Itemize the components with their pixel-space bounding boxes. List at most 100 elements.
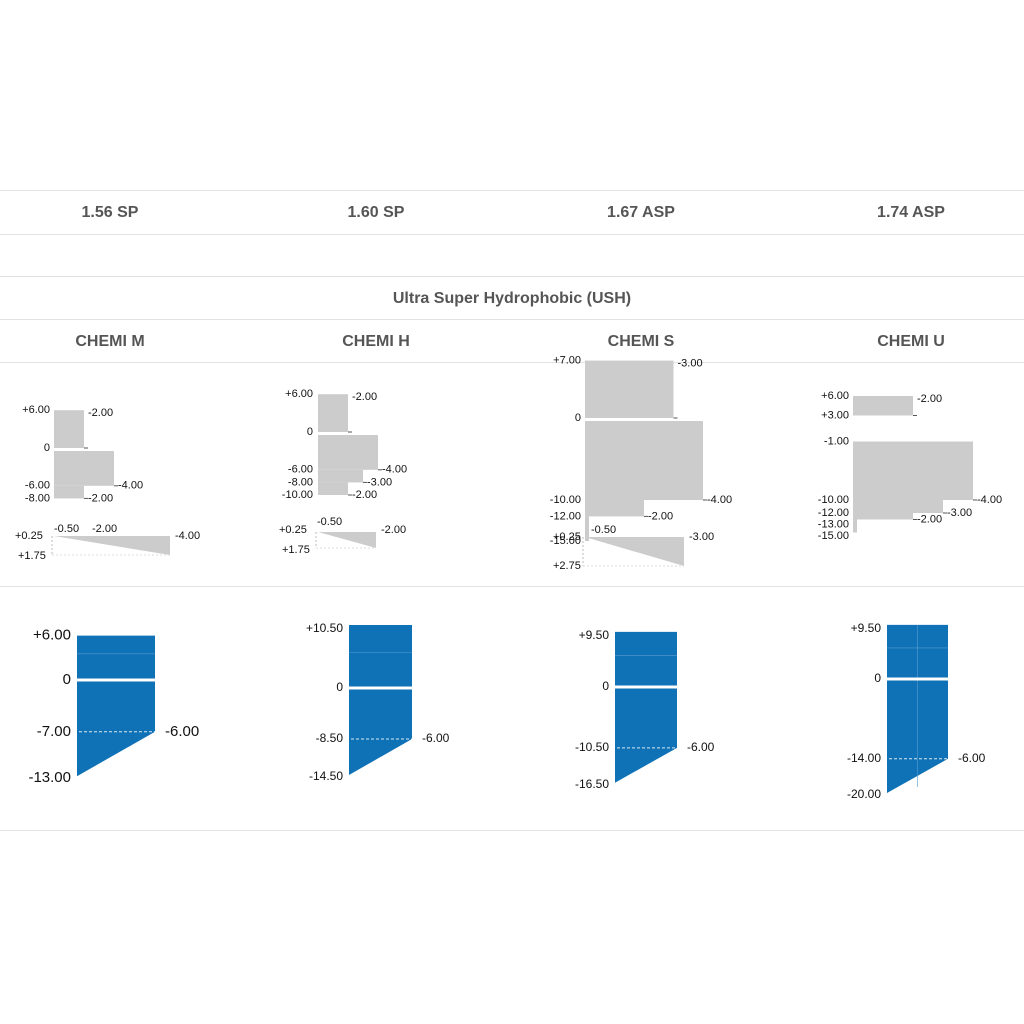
sphere-label: -13.00	[818, 518, 849, 530]
total-range-label: +9.50	[851, 621, 882, 635]
stock-range-block	[54, 410, 84, 448]
transposed-range	[585, 537, 684, 566]
cyl-label: -4.00	[977, 494, 1002, 506]
sphere-label: +7.00	[553, 355, 581, 367]
transposed-sphere-label: +0.25	[279, 524, 307, 536]
sphere-label: -10.00	[550, 494, 581, 506]
total-range-label: -8.50	[316, 731, 344, 745]
cyl-label: -2.00	[917, 513, 942, 525]
total-range-label: 0	[874, 671, 881, 685]
cyl-label: -3.00	[947, 507, 972, 519]
total-range-label: +10.50	[306, 621, 343, 635]
stock-range-block	[585, 516, 589, 541]
transposed-cyl-label: -0.50	[54, 523, 79, 535]
cyl-label: -4.00	[118, 480, 143, 492]
product-header: CHEMI S	[607, 333, 675, 350]
stock-range-block	[585, 421, 703, 500]
transposed-range	[318, 532, 376, 548]
sphere-label: -1.00	[824, 435, 849, 447]
transposed-sphere-label: +1.75	[18, 550, 46, 562]
total-cyl-label: -6.00	[958, 751, 986, 765]
total-range-area	[615, 631, 677, 783]
stock-range-block	[318, 435, 378, 470]
cyl-label: -2.00	[88, 492, 113, 504]
stock-range-block	[318, 394, 348, 432]
transposed-cyl-label: -2.00	[381, 524, 406, 536]
transposed-range	[54, 536, 170, 555]
stock-range-block	[54, 485, 84, 499]
cyl-label: -4.00	[382, 464, 407, 476]
total-range-label: -20.00	[847, 787, 881, 801]
total-range-label: 0	[336, 680, 343, 694]
cyl-label: -2.00	[917, 393, 942, 405]
sphere-label: +6.00	[22, 404, 50, 416]
cyl-label: -2.00	[352, 489, 377, 501]
index-header: 1.74 ASP	[877, 204, 945, 221]
stock-range-block	[853, 396, 913, 416]
sphere-label: 0	[575, 412, 581, 424]
stock-range-block	[853, 513, 913, 520]
transposed-cyl-label: -2.00	[92, 523, 117, 535]
sphere-label: -8.00	[25, 492, 50, 504]
row-divider	[0, 190, 1024, 191]
product-header: CHEMI U	[877, 333, 945, 350]
cyl-label: -2.00	[352, 391, 377, 403]
row-divider	[0, 586, 1024, 587]
sphere-label: 0	[44, 442, 50, 454]
cyl-label: -3.00	[678, 358, 703, 370]
row-divider	[0, 830, 1024, 831]
stock-range-block	[853, 500, 943, 513]
stock-range-block	[585, 500, 644, 517]
sphere-label: +3.00	[821, 409, 849, 421]
total-range-label: -7.00	[37, 723, 71, 740]
total-range-area	[349, 625, 412, 775]
transposed-cyl-label: -0.50	[591, 524, 616, 536]
zero-line	[349, 686, 412, 690]
transposed-sphere-label: +1.75	[282, 544, 310, 556]
stock-range-block	[853, 441, 973, 500]
total-range-label: +9.50	[579, 628, 610, 642]
transposed-cyl-label: -4.00	[175, 530, 200, 542]
sphere-label: -6.00	[288, 464, 313, 476]
row-divider	[0, 319, 1024, 320]
sphere-label: -8.00	[288, 476, 313, 488]
total-cyl-label: -6.00	[165, 723, 199, 740]
row-divider	[0, 276, 1024, 277]
total-range-label: -14.50	[309, 769, 343, 783]
stock-range-block	[54, 451, 114, 486]
sphere-label: -10.00	[282, 489, 313, 501]
total-range-label: -10.50	[575, 740, 609, 754]
cyl-label: -4.00	[707, 494, 732, 506]
total-range-label: -16.50	[575, 777, 609, 791]
total-range-label: -13.00	[28, 769, 71, 786]
index-header: 1.56 SP	[81, 204, 139, 221]
cyl-label: -2.00	[648, 510, 673, 522]
index-header: 1.67 ASP	[607, 204, 675, 221]
row-divider	[0, 362, 1024, 363]
sphere-label: -12.00	[818, 507, 849, 519]
stock-range-block	[853, 519, 857, 533]
cyl-label: -3.00	[367, 476, 392, 488]
sphere-label: -10.00	[818, 494, 849, 506]
row-divider	[0, 234, 1024, 235]
stock-range-block	[318, 469, 363, 483]
total-range-area	[77, 635, 155, 777]
transposed-sphere-label: +0.25	[15, 530, 43, 542]
sphere-label: +6.00	[821, 390, 849, 402]
total-cyl-label: -6.00	[422, 731, 450, 745]
total-range-label: 0	[602, 679, 609, 693]
sphere-label: -15.00	[818, 530, 849, 542]
sphere-label: -6.00	[25, 480, 50, 492]
product-header: CHEMI H	[342, 333, 410, 350]
total-range-label: 0	[63, 671, 71, 688]
zero-line	[615, 685, 677, 689]
coating-family-title: Ultra Super Hydrophobic (USH)	[392, 290, 632, 307]
total-range-label: +6.00	[33, 627, 71, 644]
sphere-label: 0	[307, 426, 313, 438]
transposed-sphere-label: +0.25	[553, 531, 581, 543]
stock-range-block	[318, 482, 348, 495]
total-cyl-label: -6.00	[687, 740, 715, 754]
transposed-cyl-label: -3.00	[689, 531, 714, 543]
sphere-label: -15.00	[550, 535, 581, 547]
